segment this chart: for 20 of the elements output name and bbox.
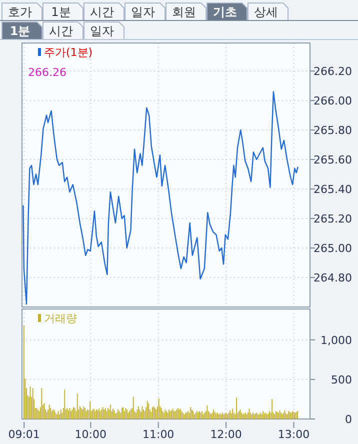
x-tick-label: 09:01	[8, 428, 40, 441]
y-tick-label: 265.20	[314, 212, 352, 226]
y-tick-label: 0	[345, 413, 352, 426]
y-tick-label: 265.80	[314, 124, 352, 138]
x-tick-label: 12:00	[210, 428, 242, 441]
y-tick-label: 266.00	[314, 94, 352, 108]
line-series	[22, 91, 298, 305]
y-tick-label: 264.80	[314, 272, 352, 285]
y-tick-label: 265.00	[314, 242, 352, 256]
y-tick-label: 266.20	[314, 65, 352, 78]
y-tick-label: 500	[331, 373, 352, 386]
x-tick-label: 11:00	[142, 428, 174, 441]
y-tick-label: 1,000	[320, 334, 352, 347]
x-tick-label: 13:00	[278, 428, 310, 441]
annotation: 266.26	[28, 66, 66, 79]
y-tick-label: 265.60	[314, 154, 352, 167]
y-tick-label: 265.40	[314, 183, 352, 196]
legend-label: 주가(1분)	[44, 46, 93, 59]
x-tick-label: 10:00	[74, 428, 106, 441]
legend-label: 거래량	[44, 312, 77, 325]
